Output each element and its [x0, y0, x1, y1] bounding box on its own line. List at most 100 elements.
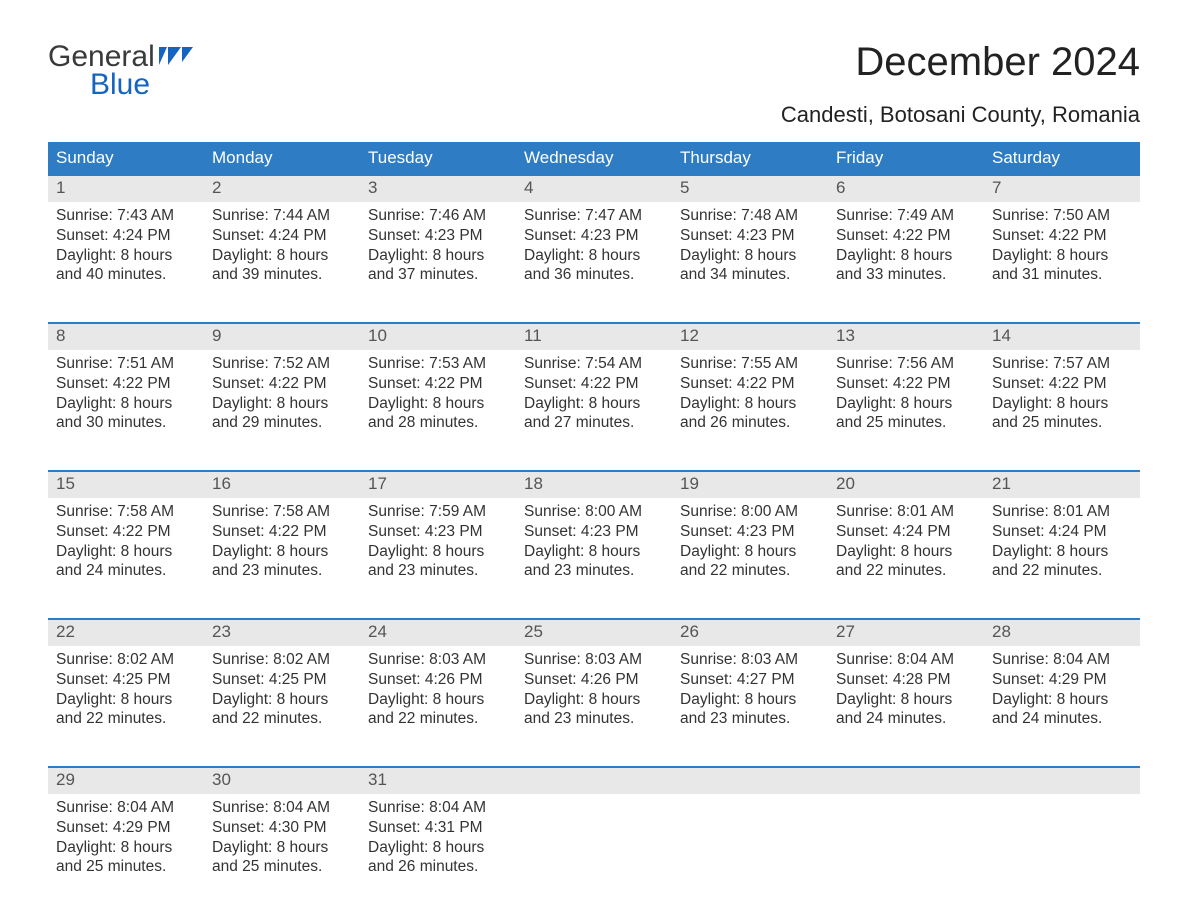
day-body-row: Sunrise: 7:51 AMSunset: 4:22 PMDaylight:… — [48, 350, 1140, 470]
day-cell: Sunrise: 7:48 AMSunset: 4:23 PMDaylight:… — [672, 202, 828, 304]
day-cell: Sunrise: 8:04 AMSunset: 4:29 PMDaylight:… — [984, 646, 1140, 748]
day-number: 20 — [828, 472, 984, 498]
day-number: 28 — [984, 620, 1140, 646]
daylight-line-2: and 25 minutes. — [992, 413, 1132, 433]
day-number — [984, 768, 1140, 794]
sunset-line: Sunset: 4:22 PM — [680, 374, 820, 394]
daylight-line-1: Daylight: 8 hours — [680, 394, 820, 414]
sunset-line: Sunset: 4:22 PM — [992, 226, 1132, 246]
sunset-line: Sunset: 4:28 PM — [836, 670, 976, 690]
day-cell: Sunrise: 7:46 AMSunset: 4:23 PMDaylight:… — [360, 202, 516, 304]
weekday-header-row: SundayMondayTuesdayWednesdayThursdayFrid… — [48, 142, 1140, 174]
daylight-line-1: Daylight: 8 hours — [524, 542, 664, 562]
day-cell: Sunrise: 7:49 AMSunset: 4:22 PMDaylight:… — [828, 202, 984, 304]
day-number: 30 — [204, 768, 360, 794]
daylight-line-1: Daylight: 8 hours — [368, 394, 508, 414]
sunrise-line: Sunrise: 8:02 AM — [212, 650, 352, 670]
daylight-line-2: and 22 minutes. — [992, 561, 1132, 581]
day-cell: Sunrise: 7:43 AMSunset: 4:24 PMDaylight:… — [48, 202, 204, 304]
day-cell: Sunrise: 7:44 AMSunset: 4:24 PMDaylight:… — [204, 202, 360, 304]
sunset-line: Sunset: 4:22 PM — [992, 374, 1132, 394]
daylight-line-2: and 23 minutes. — [680, 709, 820, 729]
sunset-line: Sunset: 4:26 PM — [368, 670, 508, 690]
sunrise-line: Sunrise: 8:04 AM — [992, 650, 1132, 670]
daylight-line-1: Daylight: 8 hours — [992, 246, 1132, 266]
day-cell: Sunrise: 8:04 AMSunset: 4:30 PMDaylight:… — [204, 794, 360, 896]
sunrise-line: Sunrise: 7:57 AM — [992, 354, 1132, 374]
daylight-line-1: Daylight: 8 hours — [368, 542, 508, 562]
sunset-line: Sunset: 4:22 PM — [212, 374, 352, 394]
brand-logo: General Blue — [48, 40, 193, 102]
sunrise-line: Sunrise: 7:48 AM — [680, 206, 820, 226]
daylight-line-2: and 25 minutes. — [212, 857, 352, 877]
day-cell: Sunrise: 7:54 AMSunset: 4:22 PMDaylight:… — [516, 350, 672, 452]
weekday-header: Monday — [204, 142, 360, 174]
day-cell: Sunrise: 7:57 AMSunset: 4:22 PMDaylight:… — [984, 350, 1140, 452]
weekday-header: Sunday — [48, 142, 204, 174]
sunrise-line: Sunrise: 7:52 AM — [212, 354, 352, 374]
daylight-line-1: Daylight: 8 hours — [992, 542, 1132, 562]
day-number: 9 — [204, 324, 360, 350]
daylight-line-2: and 23 minutes. — [524, 709, 664, 729]
day-cell — [828, 794, 984, 896]
day-body-row: Sunrise: 8:04 AMSunset: 4:29 PMDaylight:… — [48, 794, 1140, 900]
day-cell — [984, 794, 1140, 896]
day-number: 18 — [516, 472, 672, 498]
calendar: SundayMondayTuesdayWednesdayThursdayFrid… — [48, 142, 1140, 900]
daylight-line-2: and 24 minutes. — [836, 709, 976, 729]
daylight-line-1: Daylight: 8 hours — [992, 690, 1132, 710]
daylight-line-2: and 28 minutes. — [368, 413, 508, 433]
daylight-line-2: and 36 minutes. — [524, 265, 664, 285]
day-cell: Sunrise: 8:03 AMSunset: 4:26 PMDaylight:… — [516, 646, 672, 748]
weekday-header: Thursday — [672, 142, 828, 174]
day-cell: Sunrise: 7:55 AMSunset: 4:22 PMDaylight:… — [672, 350, 828, 452]
sunset-line: Sunset: 4:31 PM — [368, 818, 508, 838]
sunrise-line: Sunrise: 8:00 AM — [524, 502, 664, 522]
day-number-row: 891011121314 — [48, 324, 1140, 350]
day-cell: Sunrise: 7:52 AMSunset: 4:22 PMDaylight:… — [204, 350, 360, 452]
sunset-line: Sunset: 4:23 PM — [524, 226, 664, 246]
day-cell: Sunrise: 7:58 AMSunset: 4:22 PMDaylight:… — [48, 498, 204, 600]
daylight-line-1: Daylight: 8 hours — [680, 246, 820, 266]
sunset-line: Sunset: 4:23 PM — [524, 522, 664, 542]
daylight-line-1: Daylight: 8 hours — [524, 690, 664, 710]
day-cell: Sunrise: 8:01 AMSunset: 4:24 PMDaylight:… — [984, 498, 1140, 600]
sunrise-line: Sunrise: 8:02 AM — [56, 650, 196, 670]
day-number: 16 — [204, 472, 360, 498]
daylight-line-1: Daylight: 8 hours — [212, 542, 352, 562]
daylight-line-1: Daylight: 8 hours — [56, 394, 196, 414]
sunrise-line: Sunrise: 8:01 AM — [836, 502, 976, 522]
day-number: 4 — [516, 176, 672, 202]
daylight-line-1: Daylight: 8 hours — [992, 394, 1132, 414]
day-cell: Sunrise: 7:47 AMSunset: 4:23 PMDaylight:… — [516, 202, 672, 304]
sunset-line: Sunset: 4:22 PM — [368, 374, 508, 394]
daylight-line-2: and 24 minutes. — [56, 561, 196, 581]
sunset-line: Sunset: 4:22 PM — [212, 522, 352, 542]
daylight-line-1: Daylight: 8 hours — [212, 246, 352, 266]
daylight-line-1: Daylight: 8 hours — [56, 838, 196, 858]
sunrise-line: Sunrise: 8:01 AM — [992, 502, 1132, 522]
day-number: 19 — [672, 472, 828, 498]
day-number: 14 — [984, 324, 1140, 350]
daylight-line-2: and 40 minutes. — [56, 265, 196, 285]
day-number-row: 293031 — [48, 768, 1140, 794]
day-number: 2 — [204, 176, 360, 202]
daylight-line-1: Daylight: 8 hours — [212, 838, 352, 858]
day-cell: Sunrise: 7:56 AMSunset: 4:22 PMDaylight:… — [828, 350, 984, 452]
brand-blue-text: Blue — [90, 68, 193, 102]
daylight-line-2: and 22 minutes. — [368, 709, 508, 729]
day-number — [828, 768, 984, 794]
day-number: 11 — [516, 324, 672, 350]
daylight-line-1: Daylight: 8 hours — [56, 542, 196, 562]
daylight-line-1: Daylight: 8 hours — [836, 394, 976, 414]
day-number-row: 22232425262728 — [48, 620, 1140, 646]
day-number: 13 — [828, 324, 984, 350]
sunrise-line: Sunrise: 7:59 AM — [368, 502, 508, 522]
sunrise-line: Sunrise: 7:54 AM — [524, 354, 664, 374]
day-number: 12 — [672, 324, 828, 350]
sunset-line: Sunset: 4:24 PM — [992, 522, 1132, 542]
daylight-line-2: and 22 minutes. — [56, 709, 196, 729]
sunrise-line: Sunrise: 8:03 AM — [680, 650, 820, 670]
day-cell: Sunrise: 8:00 AMSunset: 4:23 PMDaylight:… — [672, 498, 828, 600]
day-number: 7 — [984, 176, 1140, 202]
